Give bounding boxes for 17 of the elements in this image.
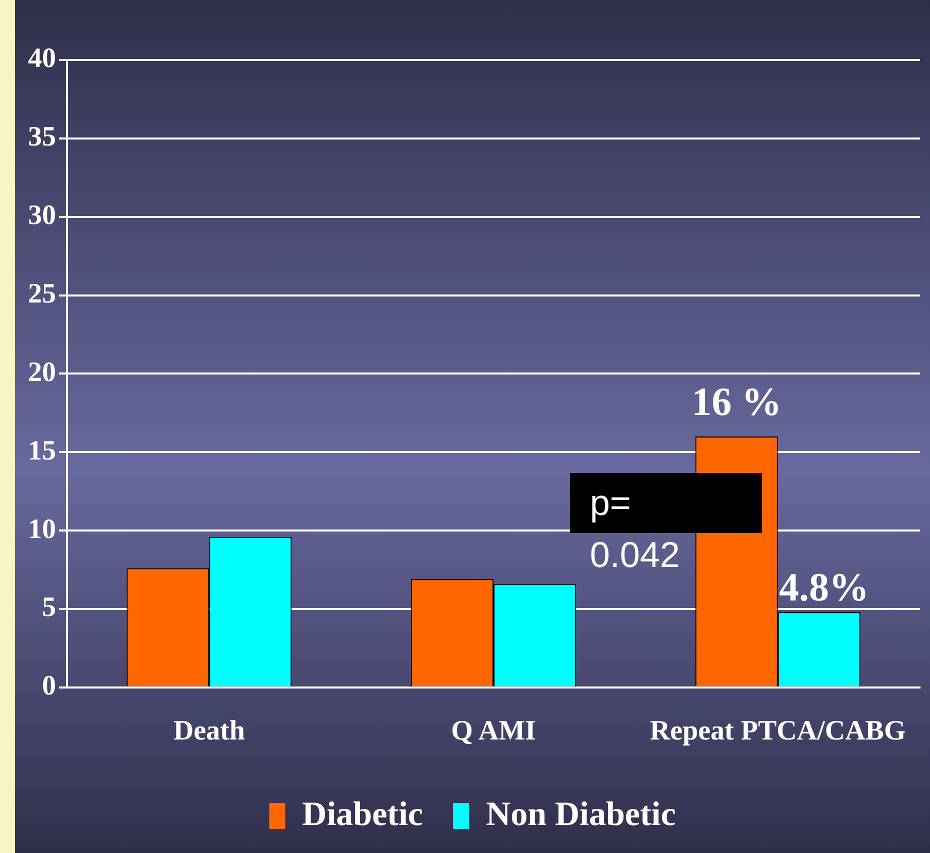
y-tick-label: 35 xyxy=(28,122,56,153)
y-tick-label: 15 xyxy=(28,435,56,466)
y-tick-label: 40 xyxy=(28,43,56,74)
y-tick-label: 25 xyxy=(28,278,56,310)
data-label: 16 % xyxy=(692,378,782,424)
x-tick-label: Repeat PTCA/CABG xyxy=(650,715,906,746)
x-tick-label: Death xyxy=(173,715,246,746)
x-tick-label: Q AMI xyxy=(451,715,536,746)
legend-label: Diabetic xyxy=(302,796,424,833)
y-tick-label: 20 xyxy=(28,356,56,388)
y-tick-label: 10 xyxy=(28,514,56,545)
annotation: p= 0.042 xyxy=(590,481,680,578)
data-label: 4.8% xyxy=(779,564,870,610)
y-tick-label: 5 xyxy=(42,592,56,624)
y-tick-label: 0 xyxy=(42,670,56,702)
y-tick-label: 30 xyxy=(28,200,56,232)
legend-label: Non Diabetic xyxy=(486,796,676,833)
